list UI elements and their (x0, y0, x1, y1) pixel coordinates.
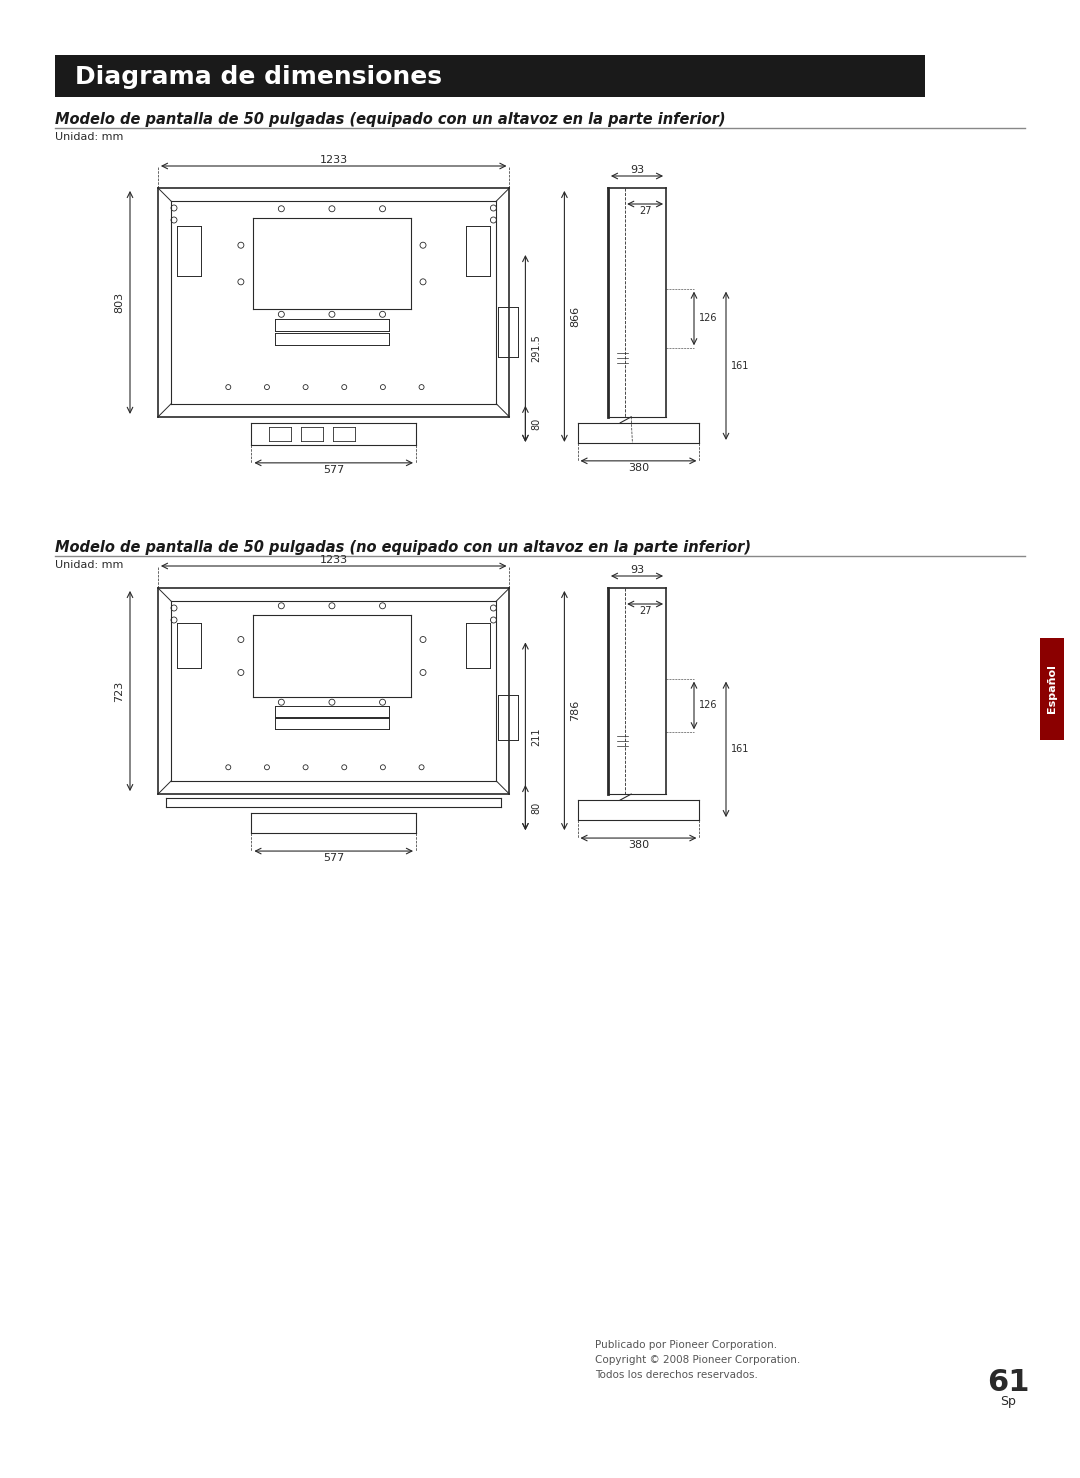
Text: 61: 61 (987, 1369, 1029, 1397)
Text: 380: 380 (627, 463, 649, 473)
Text: 27: 27 (639, 606, 651, 616)
Text: 80: 80 (531, 418, 541, 430)
Text: Unidad: mm: Unidad: mm (55, 560, 123, 571)
Text: Modelo de pantalla de 50 pulgadas (no equipado con un altavoz en la parte inferi: Modelo de pantalla de 50 pulgadas (no eq… (55, 539, 751, 556)
Text: 577: 577 (323, 853, 345, 863)
Text: 27: 27 (639, 205, 651, 216)
Text: Español: Español (1047, 665, 1057, 714)
Text: 126: 126 (699, 701, 717, 711)
Text: 803: 803 (114, 291, 124, 313)
Bar (1040, 638, 1064, 740)
Text: Unidad: mm: Unidad: mm (55, 132, 123, 142)
Text: Sp: Sp (1000, 1395, 1016, 1409)
Text: 577: 577 (323, 466, 345, 474)
Text: 126: 126 (699, 313, 717, 324)
Text: 866: 866 (570, 306, 580, 327)
Text: 93: 93 (630, 166, 644, 174)
Text: 723: 723 (114, 680, 124, 702)
Text: 1233: 1233 (320, 556, 348, 565)
Text: 786: 786 (570, 701, 580, 721)
Text: Modelo de pantalla de 50 pulgadas (equipado con un altavoz en la parte inferior): Modelo de pantalla de 50 pulgadas (equip… (55, 112, 726, 127)
Text: 161: 161 (731, 361, 750, 371)
Text: 93: 93 (630, 565, 644, 575)
Text: Todos los derechos reservados.: Todos los derechos reservados. (595, 1370, 758, 1380)
Text: Copyright © 2008 Pioneer Corporation.: Copyright © 2008 Pioneer Corporation. (595, 1355, 800, 1366)
Text: Publicado por Pioneer Corporation.: Publicado por Pioneer Corporation. (595, 1341, 778, 1349)
Text: 380: 380 (627, 840, 649, 850)
Text: 211: 211 (531, 727, 541, 745)
Text: 291.5: 291.5 (531, 334, 541, 362)
Text: 80: 80 (531, 801, 541, 814)
Bar (55, 55, 924, 98)
Text: Diagrama de dimensiones: Diagrama de dimensiones (75, 65, 442, 89)
Text: 1233: 1233 (320, 155, 348, 166)
Text: 161: 161 (731, 745, 750, 754)
